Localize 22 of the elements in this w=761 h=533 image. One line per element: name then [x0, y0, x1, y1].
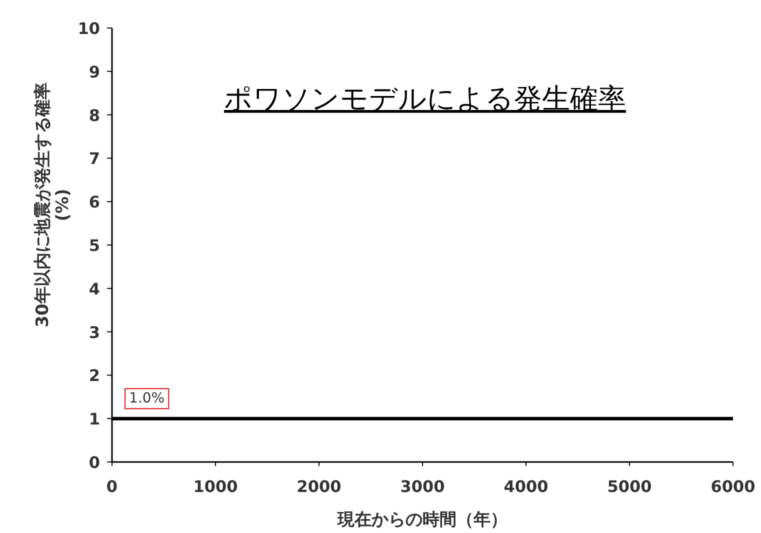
- y-tick-label: 2: [88, 366, 100, 386]
- text: ポワソンモデルによる発生確率: [224, 82, 626, 115]
- y-tick-label: 10: [78, 19, 100, 38]
- y-tick-label: 6: [88, 192, 100, 212]
- x-tick-label: 0: [106, 477, 118, 496]
- y-tick-label: 0: [88, 453, 100, 472]
- y-tick-label: 7: [88, 149, 100, 168]
- y-tick-label: 9: [88, 62, 100, 82]
- x-tick-label: 2000: [296, 477, 342, 496]
- annotation: 1.0%: [129, 390, 165, 407]
- y-tick-label: 5: [88, 236, 100, 255]
- y-tick-label: 8: [88, 106, 100, 125]
- y-axis-title: 30年以内に地震が発生する確率 (%): [33, 82, 73, 328]
- x-tick-label: 1000: [193, 477, 238, 496]
- y-tick-label: 1: [88, 410, 100, 429]
- x-tick-label: 3000: [400, 477, 445, 496]
- x-tick-label: 5000: [607, 477, 652, 496]
- x-tick-label: 4000: [504, 477, 548, 496]
- x-tick-label: 6000: [710, 477, 756, 496]
- y-tick-label: 3: [88, 322, 100, 342]
- y-tick-label: 4: [88, 279, 100, 298]
- x-axis-title: 現在からの時間（年）: [336, 510, 508, 530]
